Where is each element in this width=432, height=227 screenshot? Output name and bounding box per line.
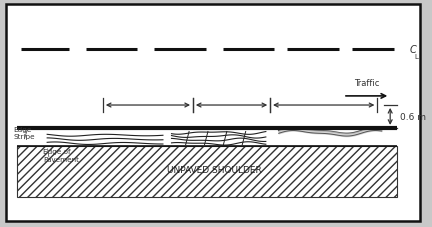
Text: Edge
Stripe: Edge Stripe xyxy=(14,126,35,139)
Text: $\mathit{C}$: $\mathit{C}$ xyxy=(410,43,418,55)
Text: L: L xyxy=(415,54,419,60)
Text: Edge of
Pavement: Edge of Pavement xyxy=(43,149,79,162)
Bar xyxy=(17,146,397,197)
Text: UNPAVED SHOULDER: UNPAVED SHOULDER xyxy=(167,165,262,174)
Text: 0.6 m: 0.6 m xyxy=(400,112,426,121)
FancyBboxPatch shape xyxy=(6,5,420,221)
Text: Traffic: Traffic xyxy=(354,79,379,87)
